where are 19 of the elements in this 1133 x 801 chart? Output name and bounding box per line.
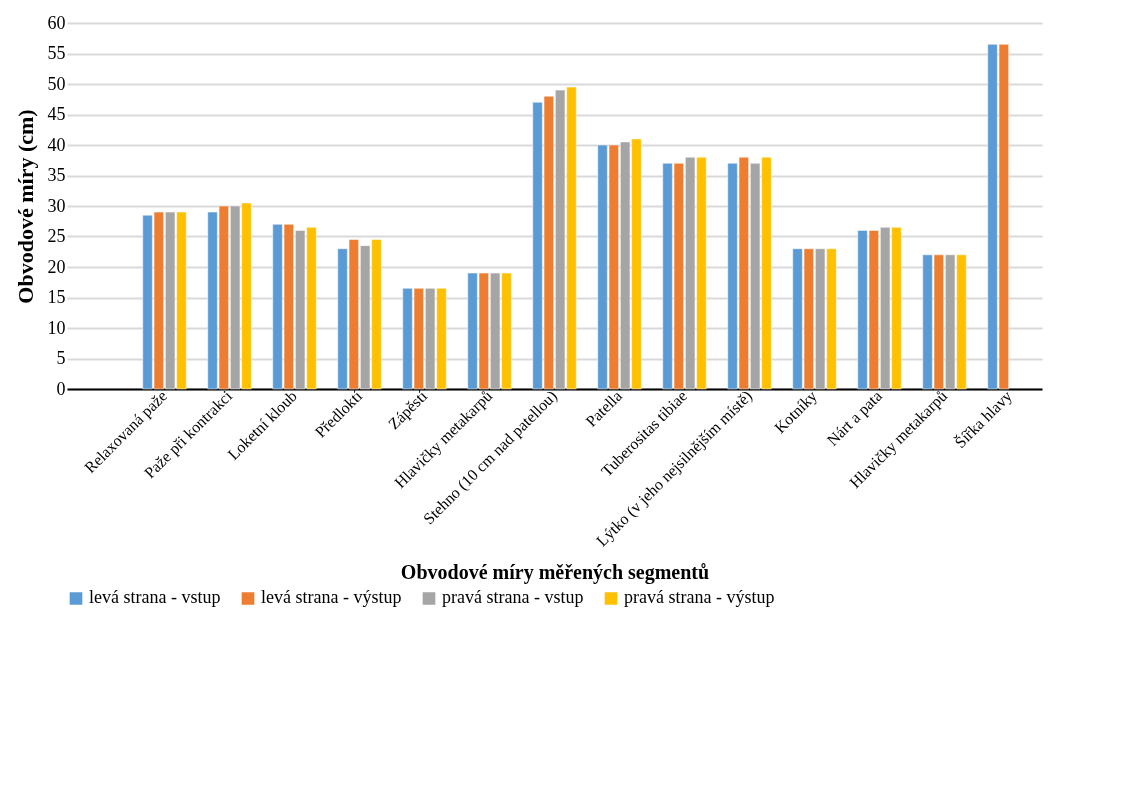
y-tick-label: 0	[56, 378, 66, 399]
x-axis-title: Obvodové míry měřených segmentů	[400, 561, 710, 585]
y-tick-label: 50	[47, 73, 66, 94]
y-tick-label: 25	[47, 226, 66, 246]
legend-label: pravá strana - výstup	[624, 587, 775, 608]
y-tick-label: 15	[47, 287, 66, 307]
y-tick-label: 5	[56, 348, 66, 368]
y-tick-label: 40	[47, 134, 66, 155]
y-tick-label: 10	[47, 317, 66, 338]
legend-label: pravá strana - vstup	[442, 587, 584, 608]
y-tick-label: 20	[47, 256, 66, 277]
y-tick-label: 35	[47, 165, 66, 185]
y-tick-label: 30	[47, 195, 66, 216]
y-tick-label: 55	[47, 43, 66, 63]
y-tick-label: 60	[47, 12, 66, 33]
y-tick-label: 45	[47, 104, 66, 124]
y-axis-title: Obvodové míry (cm)	[12, 109, 38, 304]
legend-label: levá strana - vstup	[89, 587, 221, 608]
legend-label: levá strana - výstup	[261, 587, 402, 608]
